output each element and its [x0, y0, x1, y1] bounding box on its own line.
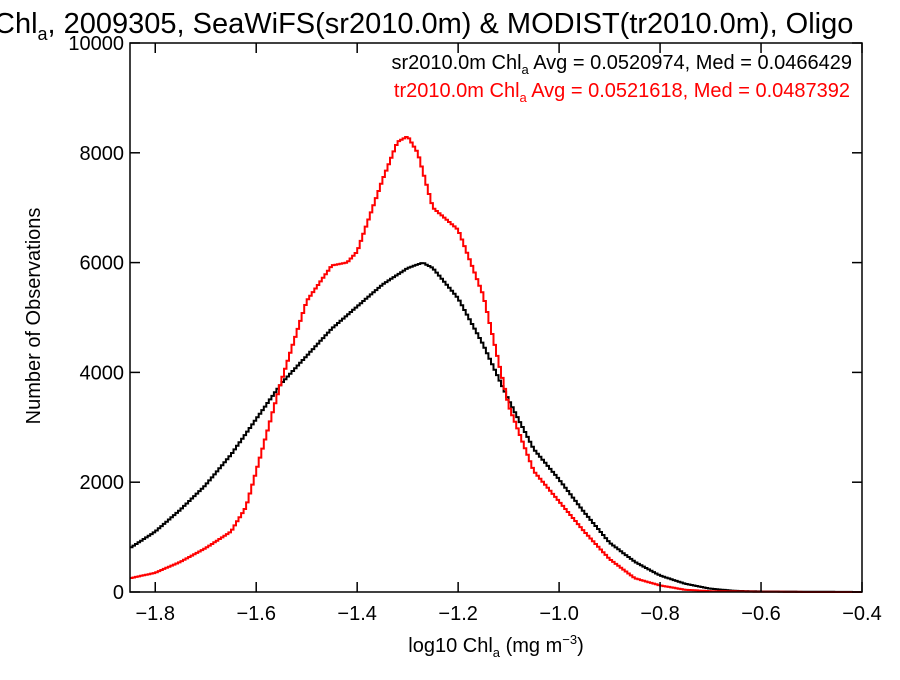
y-tick-label: 4000 — [80, 362, 125, 384]
x-axis-ticks: −1.8 −1.6 −1.4 −1.2 −1.0 −0.8 −0.6 −0.4 — [135, 43, 882, 625]
x-tick-label: −0.4 — [842, 603, 881, 625]
x-tick-label: −1.4 — [337, 603, 376, 625]
x-axis-label-sup: −3 — [562, 632, 577, 647]
legend-entry-0-post: Avg = 0.0520974, Med = 0.0466429 — [529, 52, 852, 74]
chart-title-subscript: a — [38, 24, 49, 44]
series-sr2010-line — [130, 262, 862, 593]
x-axis-label-mid: (mg m — [500, 635, 562, 657]
series-layer — [130, 136, 862, 593]
plot-area: −1.8 −1.6 −1.4 −1.2 −1.0 −0.8 −0.6 −0.4 0 2000 40… — [68, 33, 881, 625]
y-tick-label: 2000 — [80, 472, 125, 494]
y-tick-label: 8000 — [80, 143, 125, 165]
x-axis-label-post: ) — [577, 635, 584, 657]
x-axis-label: log10 Chla (mg m−3) — [408, 632, 583, 660]
legend-entry-1-pre: tr2010.0m Chl — [394, 80, 520, 102]
legend-entry-0-pre: sr2010.0m Chl — [391, 52, 521, 74]
x-tick-label: −1.0 — [539, 603, 578, 625]
x-tick-label: −0.6 — [741, 603, 780, 625]
legend-entry-0-sub: a — [522, 62, 530, 77]
x-tick-label: −1.6 — [236, 603, 275, 625]
chart-title: Chla, 2009305, SeaWiFS(sr2010.0m) & MODI… — [0, 8, 853, 44]
legend-entry-1-sub: a — [520, 90, 528, 105]
x-axis-label-sub: a — [493, 645, 501, 660]
chart-title-prefix: Chl — [0, 8, 38, 40]
plot-frame — [129, 42, 863, 593]
legend-entry-1: tr2010.0m Chla Avg = 0.0521618, Med = 0.… — [394, 80, 850, 105]
y-tick-label: 10000 — [68, 33, 124, 55]
legend-entry-0: sr2010.0m Chla Avg = 0.0520974, Med = 0.… — [391, 52, 852, 77]
x-tick-label: −1.8 — [135, 603, 174, 625]
chart-title-rest: , 2009305, SeaWiFS(sr2010.0m) & MODIST(t… — [48, 8, 854, 40]
y-tick-label: 0 — [113, 582, 124, 604]
x-tick-label: −1.2 — [438, 603, 477, 625]
legend-entry-1-post: Avg = 0.0521618, Med = 0.0487392 — [527, 80, 850, 102]
legend: sr2010.0m Chla Avg = 0.0520974, Med = 0.… — [391, 52, 852, 105]
x-tick-label: −0.8 — [640, 603, 679, 625]
series-tr2010-line — [130, 136, 862, 593]
y-tick-label: 6000 — [80, 253, 125, 275]
x-axis-label-pre: log10 Chl — [408, 635, 493, 657]
y-axis-ticks: 0 2000 4000 6000 8000 10000 — [68, 33, 862, 604]
y-axis-label: Number of Observations — [23, 208, 45, 425]
